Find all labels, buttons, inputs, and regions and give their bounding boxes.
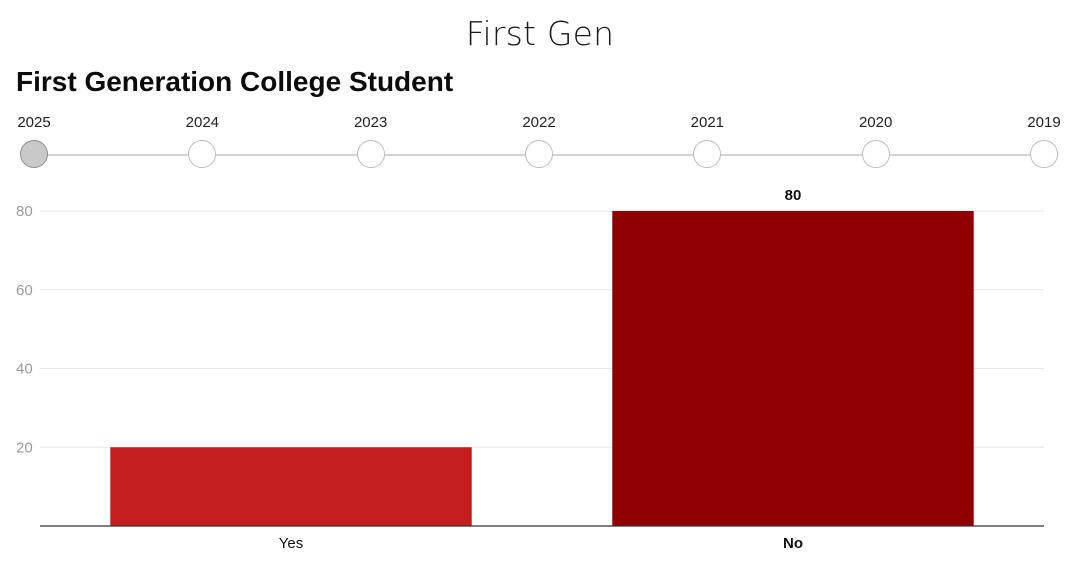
timeline-step-2023[interactable]: 2023 bbox=[341, 112, 401, 172]
timeline-dot[interactable] bbox=[356, 140, 385, 168]
bar-yes bbox=[110, 447, 472, 526]
timeline-step-2022[interactable]: 2022 bbox=[509, 112, 569, 172]
page-heading: First Gen bbox=[465, 14, 615, 53]
bar-no bbox=[612, 211, 974, 526]
timeline-dot[interactable] bbox=[188, 140, 217, 168]
data-label: 80 bbox=[785, 187, 802, 204]
timeline-dot[interactable] bbox=[1030, 140, 1058, 168]
timeline-year-label: 2023 bbox=[353, 114, 388, 131]
timeline-dot[interactable] bbox=[525, 140, 553, 168]
timeline-dot[interactable] bbox=[20, 140, 48, 168]
y-tick-label: 60 bbox=[16, 282, 33, 299]
chart-title: First Generation College Student bbox=[16, 66, 454, 97]
timeline-step-2024[interactable]: 2024 bbox=[172, 112, 232, 172]
timeline-year-label: 2022 bbox=[522, 114, 556, 131]
timeline-step-2021[interactable]: 2021 bbox=[677, 112, 737, 172]
y-tick-label: 20 bbox=[16, 439, 33, 456]
y-tick-label: 80 bbox=[16, 203, 33, 220]
year-timeline: 2025 2024 2023 2022 2021 2020 2019 bbox=[0, 0, 1080, 180]
timeline-dot[interactable] bbox=[693, 140, 722, 168]
bar-chart: 20 40 60 80 Yes 80 No bbox=[16, 187, 1044, 552]
x-category-label: No bbox=[783, 535, 803, 552]
timeline-dot[interactable] bbox=[861, 140, 890, 168]
timeline-step-2025[interactable]: 2025 bbox=[4, 112, 64, 172]
timeline-year-label: 2020 bbox=[858, 114, 893, 131]
timeline-year-label: 2021 bbox=[690, 114, 725, 131]
timeline-step-2020[interactable]: 2020 bbox=[846, 112, 906, 172]
timeline-year-label: 2024 bbox=[185, 114, 220, 131]
y-tick-label: 40 bbox=[16, 361, 33, 378]
timeline-year-label: 2019 bbox=[1027, 114, 1061, 131]
timeline-year-label: 2025 bbox=[17, 114, 51, 131]
timeline-step-2019[interactable]: 2019 bbox=[1014, 112, 1074, 172]
x-category-label: Yes bbox=[279, 535, 303, 552]
